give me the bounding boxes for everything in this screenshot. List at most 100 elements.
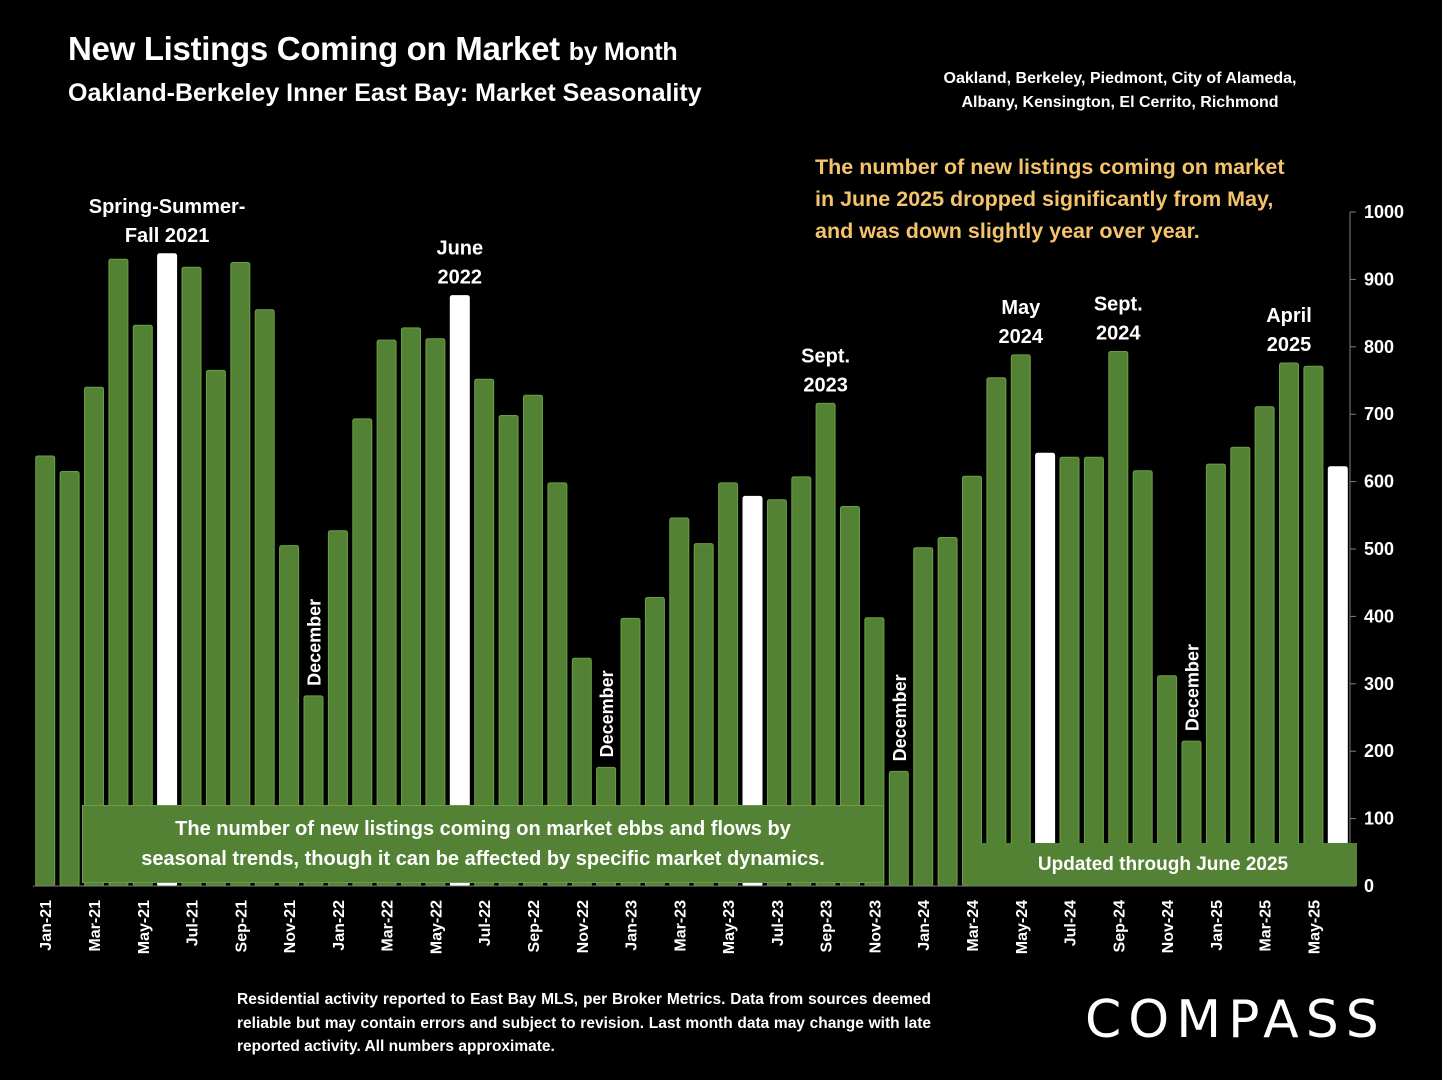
x-tick-label: Nov-22 — [575, 900, 592, 953]
region-line: Albany, Kensington, El Cerrito, Richmond — [961, 94, 1279, 111]
bar-Jan-24 — [913, 547, 934, 887]
y-tick-label: 600 — [1364, 472, 1394, 492]
bar-May-24 — [1010, 354, 1031, 887]
x-tick-label: May-23 — [721, 900, 738, 954]
bar-May-25 — [1303, 365, 1324, 887]
y-tick-label: 800 — [1364, 337, 1394, 357]
x-tick-label: Mar-22 — [380, 900, 397, 952]
annotation-label: Sept. 2024 — [1094, 294, 1143, 345]
bar-Mar-24 — [962, 475, 982, 887]
x-tick-label: Nov-23 — [867, 900, 884, 953]
title-main: New Listings Coming on Market — [68, 30, 560, 67]
annotation-label: June 2022 — [436, 238, 483, 289]
y-tick-label: 900 — [1364, 269, 1394, 289]
x-tick-label: Jan-25 — [1209, 900, 1226, 951]
bar-Aug-24 — [1083, 456, 1104, 887]
bars-layer — [35, 253, 1348, 887]
annotation-line: Sept. — [1094, 294, 1143, 316]
x-tick-label: Jul-22 — [477, 900, 494, 946]
annotation-line: 2025 — [1267, 334, 1312, 356]
bar-Jun-25 — [1327, 466, 1348, 887]
bar-Feb-25 — [1230, 446, 1251, 887]
bar-Jun-24 — [1035, 452, 1056, 887]
annotation-label: May 2024 — [999, 297, 1044, 348]
y-tick-label: 1000 — [1364, 202, 1404, 222]
headline-callout: The number of new listings coming on mar… — [815, 155, 1285, 243]
annotation-line: May — [1001, 297, 1041, 319]
bar-Apr-24 — [986, 377, 1007, 887]
y-tick-label: 0 — [1364, 876, 1374, 896]
bar-Oct-21 — [254, 309, 275, 887]
region-line: Oakland, Berkeley, Piedmont, City of Ala… — [943, 70, 1297, 87]
annotation-line: Sept. — [801, 345, 850, 367]
x-tick-label: Mar-21 — [87, 900, 104, 952]
bar-Mar-25 — [1254, 406, 1275, 887]
bar-Oct-24 — [1132, 470, 1153, 887]
y-tick-label: 300 — [1364, 674, 1394, 694]
title-suffix: by Month — [568, 38, 678, 66]
annotation-label: Sept. 2023 — [801, 345, 850, 396]
y-tick-label: 500 — [1364, 539, 1394, 559]
source-footnote: Residential activity reported to East Ba… — [237, 991, 931, 1055]
bar-Jun-21 — [157, 253, 178, 887]
tick-labels-layer: 0 100 200 300 400 500 600 700 800 900 1000 Jan-21 Ma… — [38, 202, 1404, 954]
bar-Feb-21 — [59, 471, 80, 887]
annotation-line: 2023 — [803, 374, 848, 396]
x-tick-label: Jan-23 — [624, 900, 641, 951]
x-tick-label: Sep-23 — [819, 900, 836, 953]
x-tick-label: Nov-24 — [1160, 900, 1177, 953]
annotation-december: December — [890, 674, 910, 761]
x-tick-label: Mar-24 — [965, 900, 982, 952]
x-tick-label: May-25 — [1306, 900, 1323, 954]
annotation-line: 2024 — [999, 326, 1044, 348]
bar-Apr-25 — [1279, 362, 1299, 887]
bar-May-21 — [132, 324, 153, 887]
x-tick-label: May-22 — [428, 900, 445, 954]
bar-Apr-21 — [108, 258, 129, 887]
y-tick-label: 700 — [1364, 404, 1394, 424]
region-list: Oakland, Berkeley, Piedmont, City of Ala… — [850, 67, 1390, 115]
bar-May-22 — [425, 338, 446, 887]
compass-logo: COMPASS — [1085, 990, 1386, 1050]
x-tick-label: Mar-23 — [672, 900, 689, 952]
y-tick-label: 400 — [1364, 606, 1394, 626]
x-tick-label: Sep-22 — [526, 900, 543, 953]
bar-Jul-21 — [181, 266, 202, 887]
annotation-december: December — [1183, 644, 1203, 731]
annotations-layer: Spring-Summer- Fall 2021 June 2022 December D… — [89, 196, 1312, 762]
x-tick-label: Sep-21 — [233, 900, 250, 953]
x-tick-label: Mar-25 — [1258, 900, 1275, 952]
chart-subtitle: Oakland-Berkeley Inner East Bay: Market … — [68, 79, 702, 107]
bar-Dec-23 — [888, 770, 909, 887]
x-tick-label: Sep-24 — [1111, 900, 1128, 953]
bar-Feb-24 — [937, 537, 958, 887]
bar-Jan-25 — [1205, 463, 1226, 887]
annotation-line: June — [436, 238, 483, 260]
x-tick-label: Jul-24 — [1063, 900, 1080, 946]
annotation-december: December — [305, 599, 325, 686]
y-tick-label: 200 — [1364, 741, 1394, 761]
annotation-line: 2024 — [1096, 323, 1141, 345]
annotation-line: 2022 — [438, 267, 483, 289]
x-tick-label: Jul-23 — [770, 900, 787, 946]
x-tick-label: Jan-22 — [331, 900, 348, 951]
x-tick-label: May-24 — [1014, 900, 1031, 954]
bar-Apr-22 — [401, 327, 421, 887]
bar-Jun-22 — [449, 295, 470, 887]
chart-title: New Listings Coming on Market by Month — [68, 30, 678, 68]
bar-Sep-21 — [230, 262, 251, 887]
annotation-label: April 2025 — [1266, 305, 1312, 356]
x-tick-label: Jan-24 — [916, 900, 933, 951]
annotation-line: Spring-Summer- — [89, 196, 246, 218]
axes-layer — [33, 211, 1356, 887]
x-tick-label: Nov-21 — [282, 900, 299, 953]
updated-through-box: Updated through June 2025 — [969, 843, 1357, 886]
bar-Jan-21 — [35, 455, 56, 887]
annotation-line: Fall 2021 — [125, 225, 210, 247]
x-tick-label: May-21 — [136, 900, 153, 954]
bar-Sep-24 — [1108, 351, 1129, 887]
annotation-december: December — [597, 670, 617, 757]
x-tick-label: Jan-21 — [38, 900, 55, 951]
annotation-line: April — [1266, 305, 1312, 327]
